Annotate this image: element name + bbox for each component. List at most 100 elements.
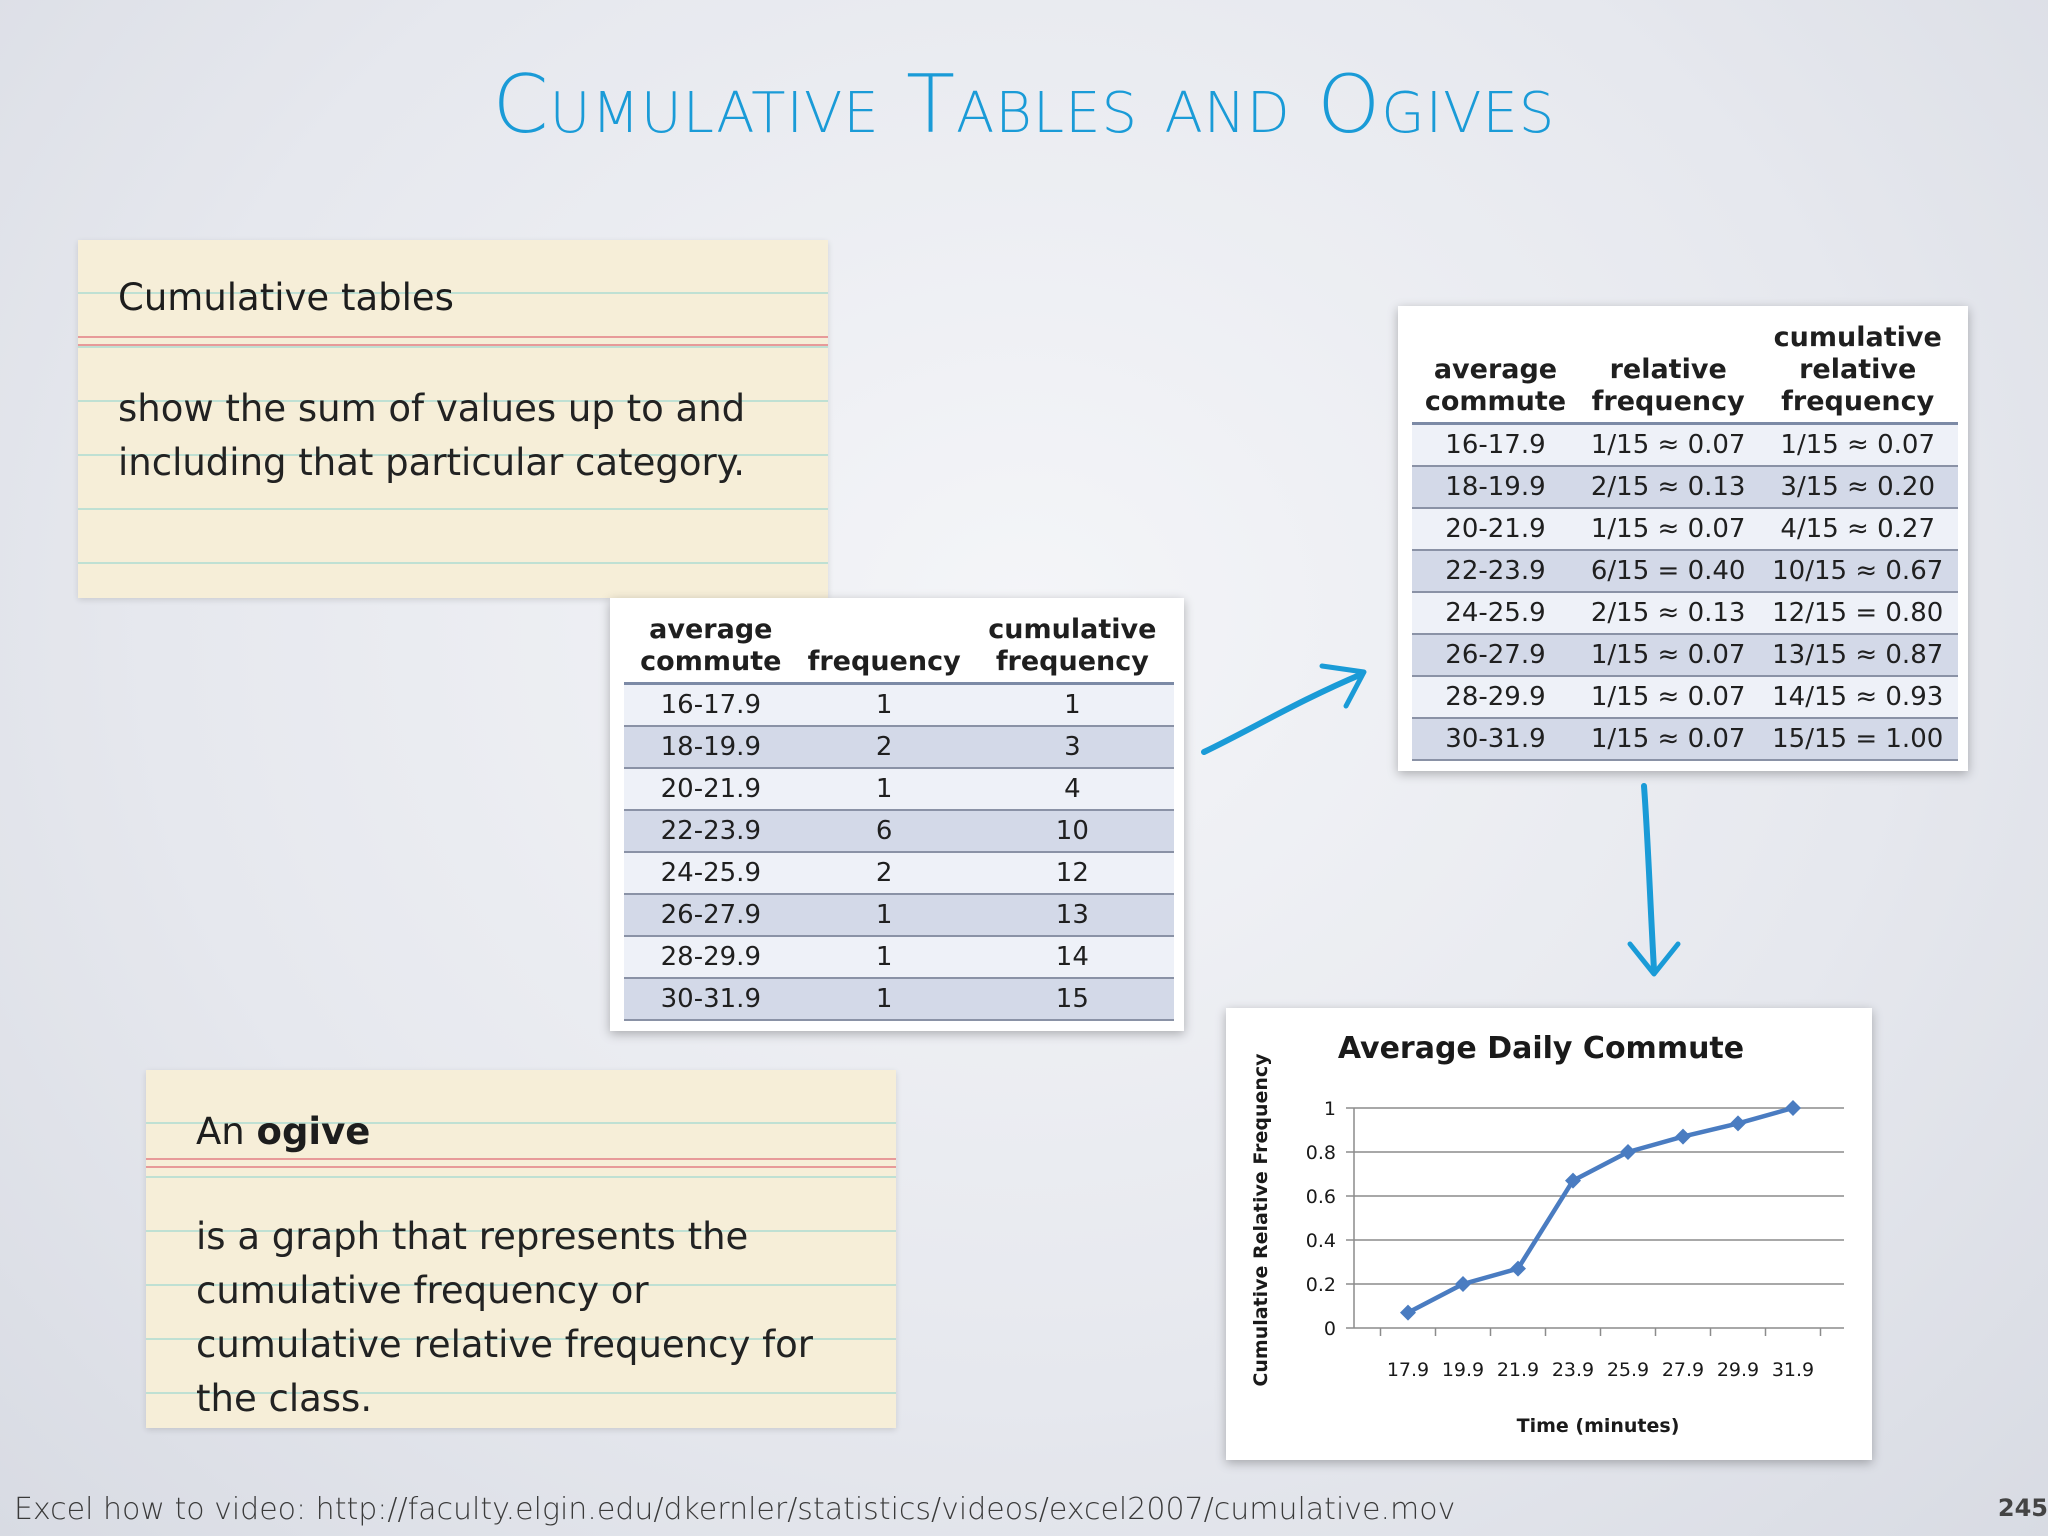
frequency-table: average commute frequency cumulative frequ…	[624, 614, 1174, 1021]
header-frequency: frequency	[797, 614, 971, 685]
table-cell: 14/15 ≈ 0.93	[1757, 676, 1958, 719]
table-cell: 6	[797, 810, 971, 853]
table-row: 20-21.9 1 4	[624, 768, 1174, 811]
data-point	[1785, 1100, 1801, 1116]
table-cell: 12/15 = 0.80	[1757, 592, 1958, 635]
slide-title: Cumulative Tables and Ogives	[492, 58, 1556, 151]
table-cell: 2	[797, 852, 971, 895]
y-tick-label: 0.8	[1306, 1142, 1336, 1164]
table-cell: 15	[970, 978, 1174, 1021]
x-tick-label: 19.9	[1442, 1359, 1484, 1381]
table-row: 24-25.9 2/15 ≈ 0.13 12/15 = 0.80	[1412, 592, 1958, 635]
y-tick-label: 1	[1324, 1098, 1336, 1120]
x-tick-label: 31.9	[1772, 1359, 1814, 1381]
y-tick-label: 0.4	[1306, 1230, 1336, 1252]
data-point	[1510, 1260, 1526, 1277]
table-cell: 1	[797, 978, 971, 1021]
table-row: 22-23.9 6/15 = 0.40 10/15 ≈ 0.67	[1412, 550, 1958, 593]
table-cell: 22-23.9	[1412, 550, 1579, 593]
table-cell: 1	[797, 936, 971, 979]
page-number: 245	[1997, 1494, 2048, 1522]
header-cumulative-frequency: cumulative frequency	[970, 614, 1174, 685]
table-cell: 1/15 ≈ 0.07	[1578, 508, 1758, 551]
table-cell: 10/15 ≈ 0.67	[1757, 550, 1958, 593]
table-cell: 4	[970, 768, 1174, 811]
x-tick-label: 21.9	[1497, 1359, 1539, 1381]
relative-frequency-table-panel: average commute relative frequency cumulat…	[1398, 306, 1968, 771]
card-heading: An ogive	[196, 1110, 370, 1153]
data-point	[1730, 1115, 1746, 1132]
card-body: is a graph that represents the cumulativ…	[196, 1215, 813, 1420]
frequency-table-panel: average commute frequency cumulative frequ…	[610, 598, 1184, 1031]
table-cell: 13	[970, 894, 1174, 937]
table-cell: 22-23.9	[624, 810, 798, 853]
table-row: 28-29.9 1/15 ≈ 0.07 14/15 ≈ 0.93	[1412, 676, 1958, 719]
table-cell: 26-27.9	[624, 894, 798, 937]
table-row: 22-23.9 6 10	[624, 810, 1174, 853]
table-cell: 16-17.9	[1412, 423, 1579, 467]
header-average-commute: average commute	[624, 614, 798, 685]
table-cell: 1/15 ≈ 0.07	[1578, 634, 1758, 677]
table-cell: 2/15 ≈ 0.13	[1578, 592, 1758, 635]
table-cell: 1	[797, 768, 971, 811]
table-cell: 24-25.9	[1412, 592, 1579, 635]
definition-card-ogive: An ogive is a graph that represents the …	[146, 1070, 896, 1428]
header-average-commute: average commute	[1412, 322, 1579, 425]
table-cell: 1	[797, 894, 971, 937]
table-cell: 16-17.9	[624, 683, 798, 727]
table-row: 18-19.9 2/15 ≈ 0.13 3/15 ≈ 0.20	[1412, 466, 1958, 509]
table-row: 20-21.9 1/15 ≈ 0.07 4/15 ≈ 0.27	[1412, 508, 1958, 551]
table-cell: 1	[970, 683, 1174, 727]
relative-frequency-table: average commute relative frequency cumulat…	[1412, 322, 1958, 761]
table-cell: 15/15 = 1.00	[1757, 718, 1958, 761]
table-row: 26-27.9 1/15 ≈ 0.07 13/15 ≈ 0.87	[1412, 634, 1958, 677]
table-cell: 1/15 ≈ 0.07	[1757, 423, 1958, 467]
definition-card-cumulative-tables: Cumulative tables show the sum of values…	[78, 240, 828, 598]
x-axis-label: Time (minutes)	[1517, 1415, 1680, 1437]
table-cell: 1	[797, 683, 971, 727]
y-tick-label: 0.6	[1306, 1186, 1336, 1208]
table-cell: 18-19.9	[624, 726, 798, 769]
table-cell: 4/15 ≈ 0.27	[1757, 508, 1958, 551]
x-tick-label: 17.9	[1387, 1359, 1429, 1381]
table-cell: 6/15 = 0.40	[1578, 550, 1758, 593]
video-link[interactable]: Excel how to video: http://faculty.elgin…	[14, 1492, 1456, 1527]
x-tick-label: 25.9	[1607, 1359, 1649, 1381]
data-point	[1675, 1128, 1691, 1145]
table-row: 16-17.9 1/15 ≈ 0.07 1/15 ≈ 0.07	[1412, 423, 1958, 467]
table-header-row: average commute frequency cumulative frequ…	[624, 614, 1174, 685]
table-cell: 2/15 ≈ 0.13	[1578, 466, 1758, 509]
card-heading: Cumulative tables	[118, 276, 454, 319]
table-row: 24-25.9 2 12	[624, 852, 1174, 895]
table-cell: 1/15 ≈ 0.07	[1578, 423, 1758, 467]
table-cell: 26-27.9	[1412, 634, 1579, 677]
table-header-row: average commute relative frequency cumulat…	[1412, 322, 1958, 425]
table-cell: 28-29.9	[624, 936, 798, 979]
table-cell: 1/15 ≈ 0.07	[1578, 676, 1758, 719]
chart-title: Average Daily Commute	[1338, 1031, 1744, 1066]
table-cell: 13/15 ≈ 0.87	[1757, 634, 1958, 677]
table-cell: 10	[970, 810, 1174, 853]
table-cell: 3	[970, 726, 1174, 769]
data-point	[1400, 1304, 1416, 1321]
table-row: 30-31.9 1/15 ≈ 0.07 15/15 = 1.00	[1412, 718, 1958, 761]
data-point	[1620, 1144, 1636, 1160]
card-red-rule	[78, 336, 828, 346]
table-cell: 24-25.9	[624, 852, 798, 895]
heading-prefix: An	[196, 1110, 257, 1153]
table-cell: 20-21.9	[624, 768, 798, 811]
table-cell: 18-19.9	[1412, 466, 1579, 509]
table-row: 28-29.9 1 14	[624, 936, 1174, 979]
table-cell: 28-29.9	[1412, 676, 1579, 719]
arrow-down-icon	[1627, 783, 1681, 977]
header-cumulative-relative-frequency: cumulative relative frequency	[1757, 322, 1958, 425]
table-row: 30-31.9 1 15	[624, 978, 1174, 1021]
table-cell: 30-31.9	[624, 978, 798, 1021]
ogive-chart: Average Daily Commute Cumulative Relativ…	[1226, 1008, 1872, 1460]
x-tick-label: 29.9	[1717, 1359, 1759, 1381]
table-cell: 12	[970, 852, 1174, 895]
data-point	[1455, 1276, 1471, 1292]
data-point	[1565, 1172, 1581, 1189]
table-row: 18-19.9 2 3	[624, 726, 1174, 769]
heading-term: ogive	[256, 1110, 371, 1153]
